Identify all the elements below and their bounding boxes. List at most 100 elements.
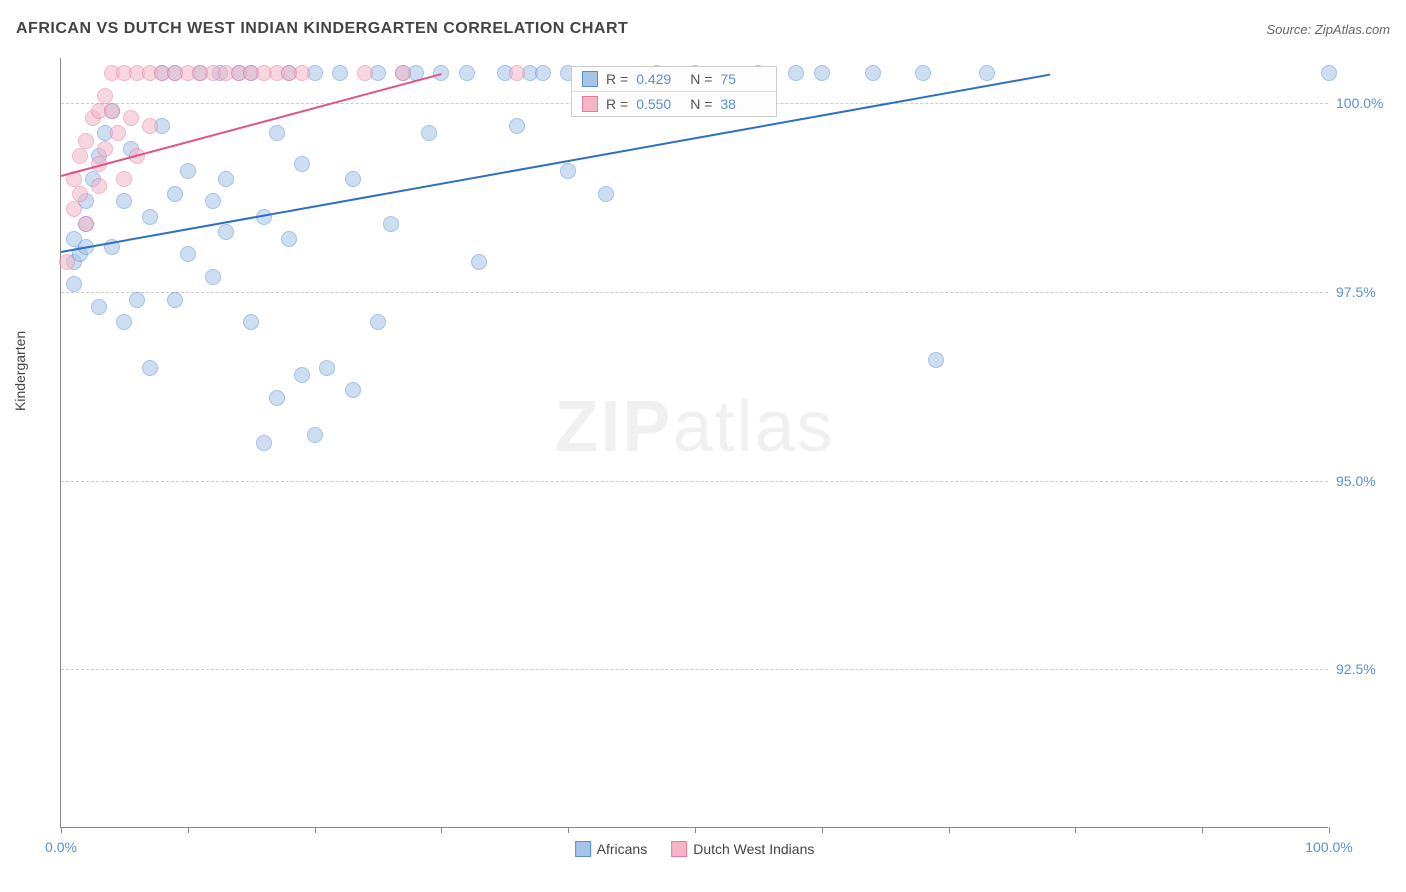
trendline (61, 73, 1050, 252)
series-swatch (582, 96, 598, 112)
x-tick (1202, 827, 1203, 833)
data-point (560, 163, 576, 179)
data-point (345, 382, 361, 398)
data-point (281, 231, 297, 247)
stats-box: R = 0.429 N = 75 R = 0.550 N = 38 (571, 66, 777, 117)
data-point (123, 110, 139, 126)
data-point (66, 201, 82, 217)
bottom-legend: Africans Dutch West Indians (575, 841, 815, 857)
data-point (269, 390, 285, 406)
data-point (345, 171, 361, 187)
x-tick (1075, 827, 1076, 833)
legend-swatch (575, 841, 591, 857)
data-point (865, 65, 881, 81)
data-point (294, 367, 310, 383)
data-point (78, 216, 94, 232)
data-point (104, 103, 120, 119)
stats-r-value: 0.429 (636, 71, 682, 87)
data-point (59, 254, 75, 270)
data-point (256, 435, 272, 451)
x-tick (822, 827, 823, 833)
x-tick (568, 827, 569, 833)
data-point (218, 171, 234, 187)
stats-n-label: N = (690, 96, 712, 112)
x-tick (1329, 827, 1330, 833)
data-point (535, 65, 551, 81)
data-point (509, 65, 525, 81)
data-point (395, 65, 411, 81)
y-tick-label: 92.5% (1336, 661, 1400, 677)
data-point (180, 246, 196, 262)
chart-area: Kindergarten ZIPatlas 92.5%95.0%97.5%100… (60, 58, 1328, 828)
legend-label: Africans (597, 841, 648, 857)
data-point (91, 178, 107, 194)
data-point (167, 186, 183, 202)
legend-item: Africans (575, 841, 648, 857)
data-point (459, 65, 475, 81)
data-point (167, 292, 183, 308)
stats-r-label: R = (606, 71, 628, 87)
x-tick-label: 0.0% (45, 839, 77, 855)
legend-label: Dutch West Indians (693, 841, 814, 857)
data-point (319, 360, 335, 376)
stats-n-value: 38 (720, 96, 766, 112)
gridline (61, 669, 1328, 670)
y-tick-label: 97.5% (1336, 284, 1400, 300)
data-point (72, 148, 88, 164)
data-point (72, 186, 88, 202)
data-point (370, 314, 386, 330)
chart-source: Source: ZipAtlas.com (1266, 22, 1390, 37)
data-point (110, 125, 126, 141)
data-point (357, 65, 373, 81)
stats-n-label: N = (690, 71, 712, 87)
data-point (218, 224, 234, 240)
data-point (205, 269, 221, 285)
data-point (78, 133, 94, 149)
x-tick (61, 827, 62, 833)
data-point (142, 118, 158, 134)
data-point (269, 125, 285, 141)
gridline (61, 481, 1328, 482)
stats-row: R = 0.550 N = 38 (572, 92, 776, 116)
data-point (66, 276, 82, 292)
data-point (332, 65, 348, 81)
data-point (915, 65, 931, 81)
data-point (294, 65, 310, 81)
data-point (91, 299, 107, 315)
data-point (97, 141, 113, 157)
x-tick-label: 100.0% (1305, 839, 1352, 855)
data-point (471, 254, 487, 270)
plot-region: ZIPatlas 92.5%95.0%97.5%100.0%0.0%100.0%… (60, 58, 1328, 828)
data-point (383, 216, 399, 232)
data-point (421, 125, 437, 141)
data-point (307, 427, 323, 443)
x-tick (315, 827, 316, 833)
data-point (979, 65, 995, 81)
data-point (598, 186, 614, 202)
data-point (97, 88, 113, 104)
data-point (142, 360, 158, 376)
data-point (205, 193, 221, 209)
legend-swatch (671, 841, 687, 857)
data-point (928, 352, 944, 368)
chart-header: AFRICAN VS DUTCH WEST INDIAN KINDERGARTE… (16, 20, 1390, 38)
stats-row: R = 0.429 N = 75 (572, 67, 776, 92)
x-tick (695, 827, 696, 833)
x-tick (441, 827, 442, 833)
stats-r-label: R = (606, 96, 628, 112)
data-point (243, 314, 259, 330)
data-point (142, 209, 158, 225)
chart-title: AFRICAN VS DUTCH WEST INDIAN KINDERGARTE… (16, 20, 628, 38)
gridline (61, 292, 1328, 293)
data-point (116, 314, 132, 330)
data-point (116, 171, 132, 187)
series-swatch (582, 71, 598, 87)
x-tick (188, 827, 189, 833)
data-point (294, 156, 310, 172)
data-point (116, 193, 132, 209)
data-point (788, 65, 804, 81)
stats-r-value: 0.550 (636, 96, 682, 112)
stats-n-value: 75 (720, 71, 766, 87)
data-point (509, 118, 525, 134)
y-tick-label: 95.0% (1336, 473, 1400, 489)
